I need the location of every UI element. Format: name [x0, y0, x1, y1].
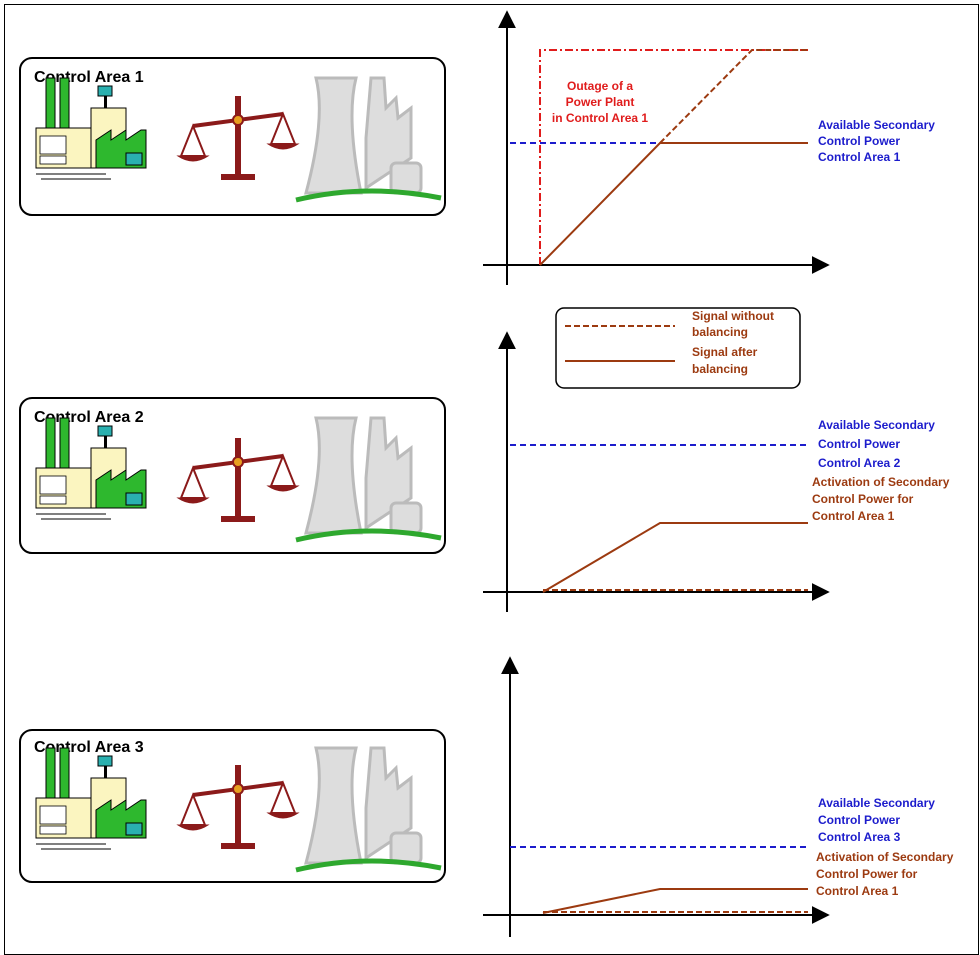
outage-label: Outage of a [567, 79, 633, 93]
activation-label: Control Area 1 [816, 884, 899, 898]
signal-after [542, 522, 808, 593]
available-label: Control Area 1 [818, 150, 901, 164]
available-label: Available Secondary [818, 418, 935, 432]
activation-label: Control Area 1 [812, 509, 895, 523]
legend-box [555, 307, 801, 389]
legend: Signal without balancing Signal after ba… [555, 307, 801, 389]
legend-label: Signal without [692, 309, 774, 323]
outage-signal [539, 49, 808, 265]
chart-3: Available Secondary Control Power Contro… [483, 656, 954, 937]
signal-after [539, 142, 808, 266]
available-label: Control Area 3 [818, 830, 901, 844]
chart-2: Available Secondary Control Power Contro… [483, 331, 950, 612]
available-label: Available Secondary [818, 796, 935, 810]
activation-label: Activation of Secondary [812, 475, 950, 489]
activation-label: Control Power for [816, 867, 918, 881]
outage-label: Power Plant [566, 95, 635, 109]
legend-label: balancing [692, 362, 748, 376]
outage-label: in Control Area 1 [552, 111, 649, 125]
available-label: Control Power [818, 134, 900, 148]
chart-1: Outage of a Power Plant in Control Area … [483, 10, 935, 285]
available-label: Available Secondary [818, 118, 935, 132]
legend-label: balancing [692, 325, 748, 339]
legend-label: Signal after [692, 345, 758, 359]
available-label: Control Power [818, 813, 900, 827]
activation-label: Activation of Secondary [816, 850, 954, 864]
available-label: Control Area 2 [818, 456, 901, 470]
signal-without [659, 49, 808, 144]
available-label: Control Power [818, 437, 900, 451]
signal-after [542, 888, 808, 914]
activation-label: Control Power for [812, 492, 914, 506]
